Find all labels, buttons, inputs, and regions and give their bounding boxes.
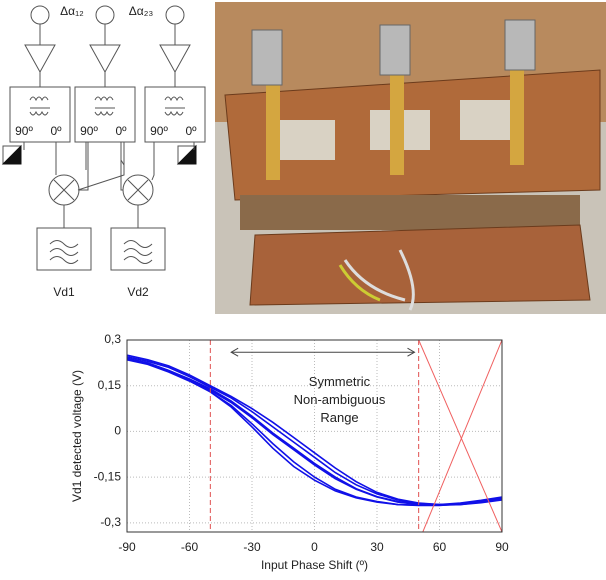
x-tick-label: 60 — [433, 540, 447, 554]
figure: 90º 0º 90º 0º 90º 0º Vd1 Vd2 Δα₁₂ Δα₂₃ 0,3 0,15 0 -0… — [0, 0, 606, 580]
transformer — [165, 97, 185, 115]
hybrid-port-label: 90º — [15, 124, 33, 138]
hybrid-port-label: 90º — [150, 124, 168, 138]
connector — [510, 65, 524, 165]
sma — [252, 30, 282, 85]
amplifier — [160, 45, 190, 72]
mixer-x — [54, 180, 74, 200]
output-label: Vd1 — [53, 285, 75, 299]
annotation: Symmetric — [309, 374, 371, 389]
amplifier — [25, 45, 55, 72]
annotation: Range — [320, 410, 358, 425]
x-tick-label: -60 — [181, 540, 199, 554]
filter — [111, 228, 165, 270]
x-tick-label: 0 — [311, 540, 318, 554]
x-tick-label: -30 — [243, 540, 261, 554]
transformer — [30, 97, 50, 115]
sma — [505, 20, 535, 70]
source — [31, 6, 49, 24]
x-tick-label: 30 — [370, 540, 384, 554]
connector — [266, 80, 280, 180]
filter-symbol — [124, 241, 152, 264]
termination-fill — [178, 146, 196, 164]
y-tick-label: -0,3 — [100, 515, 121, 529]
photo — [215, 2, 606, 314]
x-tick-label: -90 — [118, 540, 136, 554]
board-middle — [240, 195, 580, 230]
x-tick-label: 90 — [495, 540, 509, 554]
y-tick-label: 0 — [114, 424, 121, 438]
amplifier — [90, 45, 120, 72]
sma — [380, 25, 410, 75]
wire — [24, 142, 194, 190]
hybrid-port-label: 0º — [185, 124, 197, 138]
hybrid-port-label: 90º — [80, 124, 98, 138]
mixer-x — [128, 180, 148, 200]
output-label: Vd2 — [127, 285, 149, 299]
chart: 0,3 0,15 0 -0,15 -0,3 -90 -60 -30 0 30 60 90 Symmetr… — [70, 332, 509, 572]
source — [166, 6, 184, 24]
filter — [37, 228, 91, 270]
hybrid-port-label: 0º — [115, 124, 127, 138]
pad — [275, 120, 335, 160]
board-bottom — [250, 225, 590, 305]
hybrid-port-label: 0º — [50, 124, 62, 138]
transformer — [95, 97, 115, 115]
connector — [390, 70, 404, 175]
y-axis-label: Vd1 detected voltage (V) — [70, 370, 84, 502]
y-tick-label: 0,3 — [104, 332, 121, 346]
y-tick-label: -0,15 — [94, 469, 122, 483]
x-axis-label: Input Phase Shift (º) — [261, 558, 368, 572]
annotation: Non-ambiguous — [294, 392, 386, 407]
phase-label: Δα₂₃ — [129, 4, 154, 18]
termination-fill — [3, 146, 21, 164]
phase-label: Δα₁₂ — [60, 4, 84, 18]
filter-symbol — [50, 241, 78, 264]
source — [96, 6, 114, 24]
y-tick-label: 0,15 — [98, 378, 122, 392]
schematic: 90º 0º 90º 0º 90º 0º Vd1 Vd2 Δα₁₂ Δα₂₃ — [3, 4, 205, 299]
